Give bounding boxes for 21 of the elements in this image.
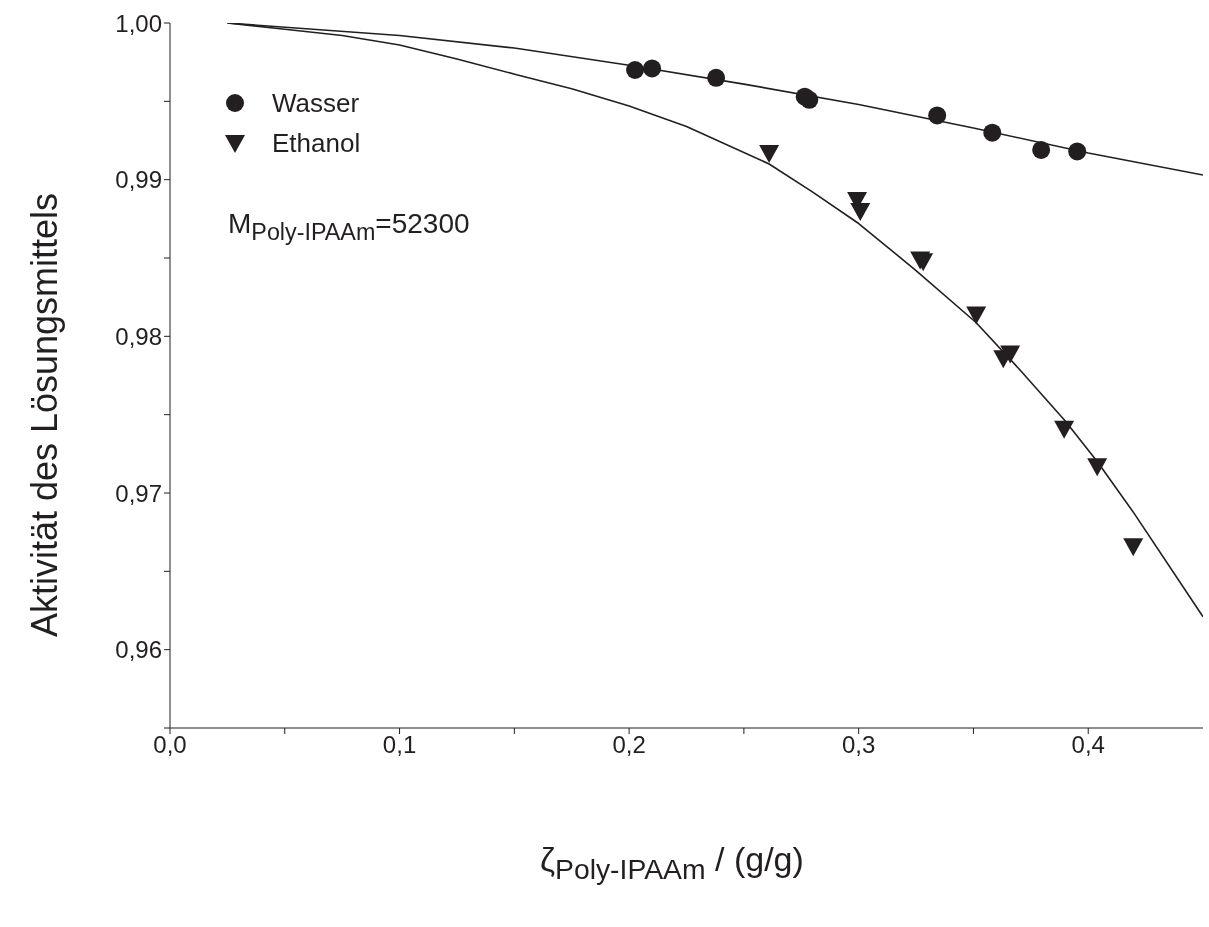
y-tick-label: 0,99: [115, 166, 162, 194]
x-tick-label: 0,0: [153, 731, 187, 759]
legend-label: Ethanol: [272, 127, 361, 159]
legend-label: Wasser: [272, 87, 360, 119]
x-axis-title: ζ$_{Poly-IPAAm}$ / (g/g): [540, 840, 804, 886]
y-tick-label: 0,96: [115, 636, 162, 664]
annotation: M$_{Poly-IPAAm}$=52300: [228, 208, 470, 246]
x-tick-label: 0,4: [1071, 731, 1105, 759]
point: [759, 145, 780, 164]
x-tick-label: 0,3: [841, 731, 876, 759]
y-axis-title: Aktivität des Lösungsmittels: [24, 192, 66, 638]
y-tick-label: 1,00: [115, 9, 162, 37]
point: [850, 203, 871, 221]
point: [1032, 140, 1051, 159]
y-tick-label: 0,97: [115, 479, 162, 507]
x-tick-label: 0,1: [382, 731, 417, 759]
x-tick-label: 0,2: [612, 731, 646, 759]
y-tick-label: 0,98: [115, 322, 162, 350]
point: [1123, 538, 1144, 557]
point: [1087, 458, 1108, 477]
point: [966, 306, 987, 325]
